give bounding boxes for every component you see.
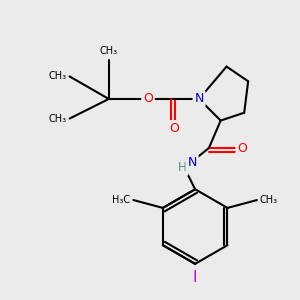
Text: CH₃: CH₃ <box>48 114 67 124</box>
Text: O: O <box>169 122 179 135</box>
Text: CH₃: CH₃ <box>100 46 118 56</box>
Text: CH₃: CH₃ <box>48 71 67 81</box>
Text: I: I <box>193 270 197 285</box>
Text: H: H <box>178 161 187 174</box>
Text: CH₃: CH₃ <box>260 195 278 205</box>
Text: N: N <box>194 92 204 106</box>
Text: O: O <box>237 142 247 154</box>
Text: O: O <box>143 92 153 106</box>
Text: N: N <box>188 156 197 169</box>
Text: H₃C: H₃C <box>112 195 130 205</box>
